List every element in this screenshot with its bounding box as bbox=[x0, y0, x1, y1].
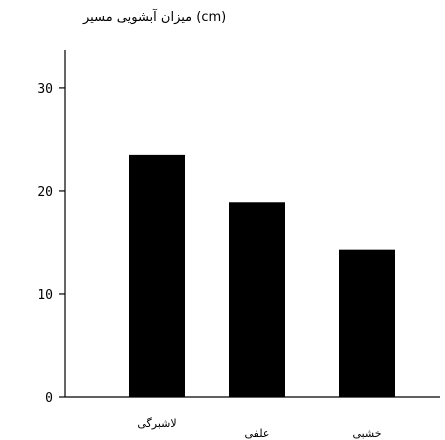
bar bbox=[339, 249, 395, 397]
category-labels: لاشبرگی علفی خشبی bbox=[137, 417, 381, 440]
y-axis-ticks: 0 10 20 30 bbox=[37, 82, 65, 406]
bar bbox=[129, 154, 185, 397]
bar bbox=[229, 202, 285, 397]
y-tick-label: 10 bbox=[37, 288, 53, 303]
y-tick-label: 0 bbox=[45, 391, 53, 406]
y-tick-label: 30 bbox=[37, 82, 53, 97]
x-category-label: علفی bbox=[245, 427, 270, 440]
y-tick-label: 20 bbox=[37, 185, 53, 200]
y-axis-label: میزان آبشویی مسیر (cm) bbox=[82, 8, 226, 25]
x-category-label: لاشبرگی bbox=[137, 417, 176, 430]
bars bbox=[129, 154, 395, 397]
x-category-label: خشبی bbox=[352, 427, 381, 440]
